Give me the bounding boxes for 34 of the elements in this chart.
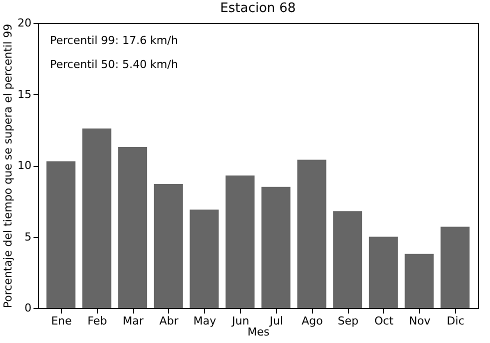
bar [333,211,362,308]
y-tick-label: 0 [24,302,32,314]
bar [226,175,255,308]
annotation: Percentil 50: 5.40 km/h [50,58,178,71]
bar [440,226,470,308]
chart-title: Estacion 68 [220,1,296,16]
x-axis-title: Mes [248,326,270,338]
bar [368,236,398,308]
bar [404,254,434,308]
x-tick-label: Nov [409,314,431,328]
bar [297,160,326,308]
bar [154,184,183,308]
bar [82,128,112,308]
bar [118,146,148,308]
x-tick-label: Ene [51,314,72,328]
x-tick-label: Dic [446,314,464,328]
bar [190,210,219,308]
x-tick-label: Feb [88,314,107,328]
x-tick-label: Mar [122,314,144,328]
x-tick-label: Sep [338,314,358,328]
y-tick-label: 10 [18,159,32,172]
x-tick-label: Jul [268,314,284,328]
annotation: Percentil 99: 17.6 km/h [50,34,178,47]
x-tick-label: Jun [230,314,250,328]
bar [46,161,76,308]
x-tick-label: May [193,314,217,328]
y-tick-label: 15 [18,88,32,101]
y-tick-label: 5 [24,230,32,244]
x-tick-label: Abr [159,314,179,328]
bar [261,186,290,308]
x-tick-label: Oct [374,314,394,328]
x-tick-label: Ago [302,314,324,328]
y-tick-label: 20 [18,16,32,30]
y-axis-title: Porcentaje del tiempo que se supera el percentil 99 [2,24,15,308]
